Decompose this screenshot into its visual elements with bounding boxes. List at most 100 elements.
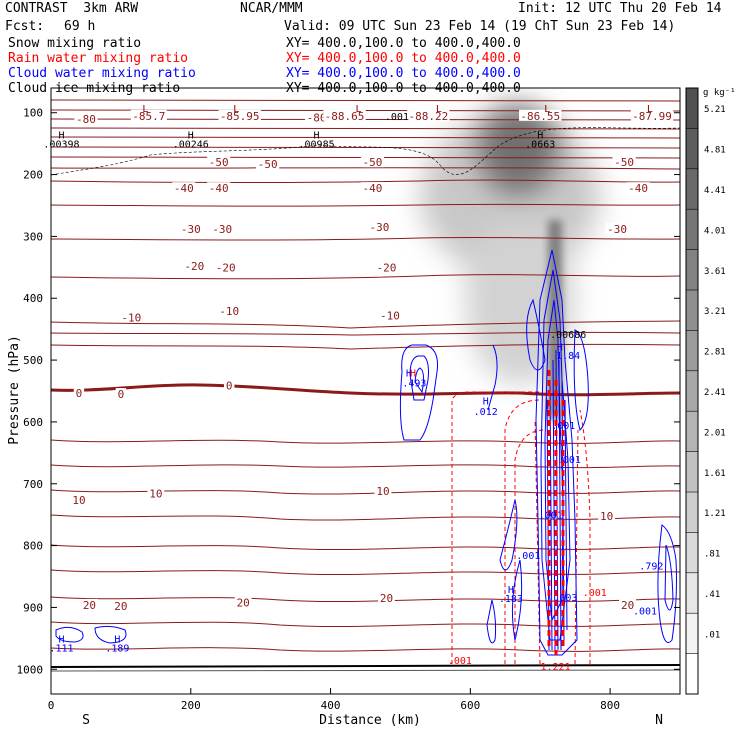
isotherm-label: 20 — [114, 600, 127, 613]
isotherm-label: -86.55 — [520, 110, 560, 123]
isotherm-label-bg — [207, 156, 231, 168]
colorbar-swatch — [686, 128, 698, 170]
isotherm-label-bg — [619, 598, 636, 610]
isotherm-label: 0 — [226, 379, 233, 392]
isotherm-label: -20 — [216, 261, 236, 274]
isotherm-label: -20 — [184, 260, 204, 273]
isotherm-label-bg — [378, 309, 402, 321]
valid-time: Valid: 09 UTC Sun 23 Feb 14 (19 ChT Sun … — [284, 19, 676, 34]
extrema-label: H — [114, 634, 120, 645]
extrema-label: .00985 — [299, 140, 335, 151]
extrema-label: L — [436, 104, 442, 115]
extrema-label: .001 — [583, 588, 607, 599]
isotherm-label-bg — [147, 487, 165, 499]
isotherm-label-bg — [407, 109, 450, 121]
extrema-label: L — [647, 104, 653, 115]
extrema-label: H — [406, 368, 412, 379]
y-tick-label: 300 — [23, 230, 43, 243]
colorbar-swatch — [686, 330, 698, 372]
cloud-water-contour — [487, 344, 498, 411]
colorbar-swatch — [686, 88, 698, 129]
isotherm-line — [51, 489, 680, 495]
legend-rain-xy: XY= 400.0,100.0 to 400.0,400.0 — [286, 51, 521, 66]
isotherm-label-bg — [214, 261, 238, 273]
extrema-label: .001 — [516, 551, 540, 562]
legend-rain-field: Rain water mixing ratio — [8, 51, 189, 66]
isotherm-label: -30 — [607, 223, 627, 236]
isotherm-label: 20 — [237, 596, 250, 609]
isotherm-label: 10 — [149, 488, 162, 501]
extrema-label: .001 — [551, 421, 575, 432]
isotherm-label: 10 — [600, 510, 613, 523]
extrema-label: .111 — [49, 644, 73, 655]
isotherm-label-bg — [367, 221, 392, 233]
colorbar-unit: g kg⁻¹ — [703, 88, 736, 98]
extrema-label: .001 — [539, 511, 563, 522]
extrema-label: .183 — [499, 594, 523, 605]
isotherm-label-bg — [207, 182, 231, 194]
x-tick-label: 400 — [321, 699, 341, 712]
model-title: CONTRAST 3km ARW — [5, 1, 139, 16]
extrema-label: .012 — [474, 407, 498, 418]
rain-contour — [579, 409, 591, 664]
colorbar-label: 2.81 — [704, 348, 726, 358]
extrema-label: .493 — [402, 378, 426, 389]
init-time: Init: 12 UTC Thu 20 Feb 14 — [518, 1, 722, 16]
colorbar-label: .41 — [704, 590, 720, 600]
isotherm-label-bg — [73, 386, 85, 398]
isotherm-label: 20 — [83, 599, 96, 612]
isotherm-label: -80 — [307, 112, 327, 125]
extrema-label: .00686 — [550, 330, 586, 341]
colorbar-swatch — [686, 532, 698, 574]
extrema-label: .00398 — [43, 140, 79, 151]
isotherm-line — [51, 203, 680, 207]
legend-snow-field: Snow mixing ratio — [8, 36, 142, 51]
extrema-label: .001 — [633, 607, 657, 618]
isotherm-label-bg — [218, 109, 261, 121]
extrema-label: H — [58, 130, 64, 141]
south-end-label: S — [82, 713, 90, 728]
cloud-water-contour — [573, 329, 589, 431]
isotherm-label: -50 — [209, 156, 229, 169]
isotherm-label: 10 — [376, 485, 389, 498]
y-tick-label: 200 — [23, 169, 43, 182]
isotherm-line — [51, 179, 680, 183]
colorbar-frame — [685, 87, 699, 695]
isotherm-label: 0 — [76, 387, 83, 400]
isotherm-label-bg — [172, 182, 196, 194]
isotherm-line — [51, 647, 680, 652]
isotherm-line — [51, 439, 680, 444]
forecast-hour: 69 h — [64, 19, 96, 34]
cloud-water-contour — [94, 625, 127, 644]
cloud-water-contour — [55, 626, 84, 643]
isotherm-labels: -80 -85.7 -85.95 -80-88.65 -88.22 -86.55 -87.9… — [70, 109, 674, 613]
colorbar-label: 2.01 — [704, 428, 726, 438]
x-axis-label: Distance (km) — [319, 713, 421, 728]
colorbar-swatch — [686, 168, 698, 210]
isotherm-label: 0 — [118, 388, 125, 401]
extrema-label: .189 — [105, 644, 129, 655]
isotherm-label-bg — [378, 592, 395, 604]
isotherm-label-bg — [70, 493, 88, 505]
surface-outline — [50, 669, 681, 672]
isotherm-label-bg — [626, 182, 650, 194]
colorbar-swatch — [686, 451, 698, 493]
y-tick-label: 600 — [23, 416, 43, 429]
extrema-labels: L L L L L LH.00398H.00246H.00985H.0663.001.00… — [43, 104, 663, 673]
colorbar-swatch — [686, 209, 698, 251]
colorbar-swatch — [686, 370, 698, 412]
snow-plume-core — [478, 105, 558, 195]
extrema-label: L — [233, 104, 239, 115]
cloud-ice-contour — [51, 127, 680, 176]
isotherm-label: -30 — [212, 223, 232, 236]
isotherm-line — [51, 320, 680, 329]
extrema-label: .001 — [385, 112, 409, 123]
y-tick-label: 800 — [23, 540, 43, 553]
extrema-label: H — [557, 342, 563, 353]
extrema-label: H — [483, 396, 489, 407]
colorbar-swatch — [686, 613, 698, 655]
freezing-level-line — [51, 383, 680, 397]
cloud-water-contour — [526, 298, 546, 371]
isotherm-label: -10 — [121, 311, 141, 324]
